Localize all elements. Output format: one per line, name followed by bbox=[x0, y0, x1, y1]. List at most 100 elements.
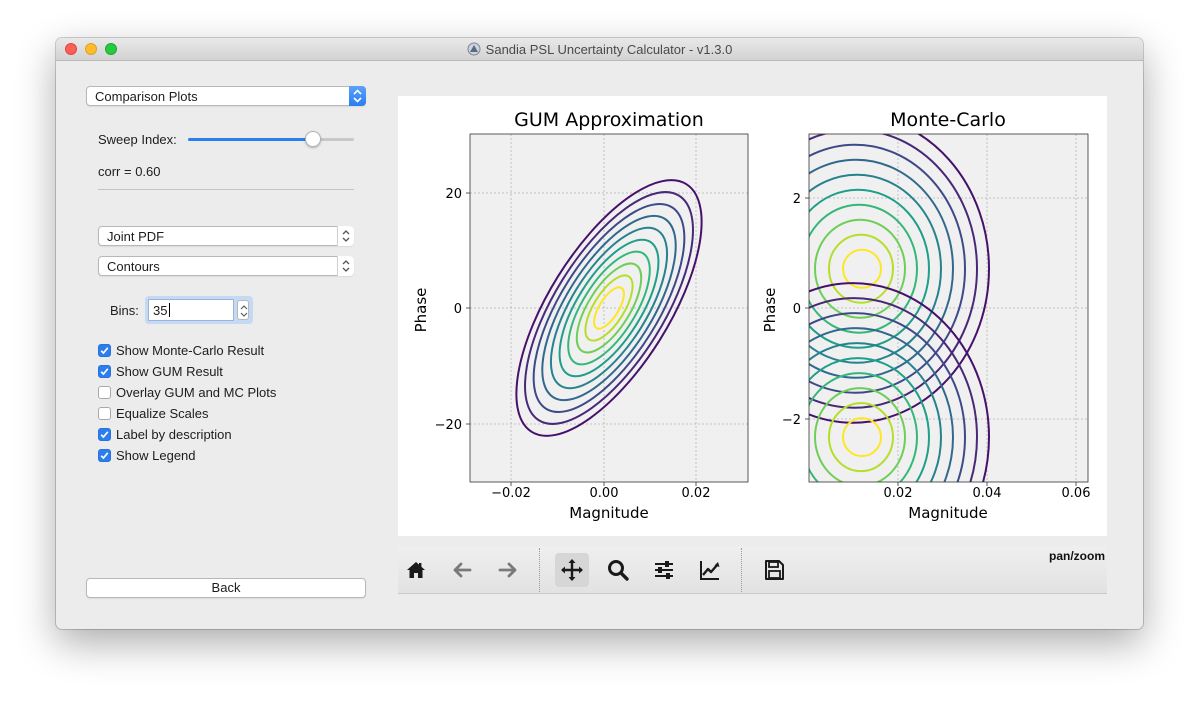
toolbar-separator bbox=[741, 548, 742, 592]
contour-line bbox=[809, 134, 990, 424]
save-figure-button[interactable] bbox=[757, 553, 791, 587]
back-button[interactable]: Back bbox=[86, 578, 366, 598]
contour-line bbox=[809, 134, 978, 409]
pan-icon bbox=[561, 559, 583, 581]
view-select-value: Comparison Plots bbox=[95, 89, 198, 104]
plot-style-select[interactable]: Contours bbox=[98, 256, 354, 276]
gum-ytick-label: 0 bbox=[454, 302, 462, 317]
contour-line bbox=[593, 286, 625, 330]
gum-xlabel: Magnitude bbox=[569, 504, 648, 522]
zoom-icon bbox=[608, 560, 629, 581]
edit-axes-button[interactable] bbox=[693, 553, 727, 587]
bins-input[interactable]: 35 bbox=[148, 299, 234, 321]
mc-xtick-label: 0.04 bbox=[973, 486, 1002, 501]
mc-contours bbox=[809, 134, 990, 482]
contour-line bbox=[809, 188, 930, 349]
forward-view-button[interactable] bbox=[491, 553, 525, 587]
mc-ytick-label: −2 bbox=[782, 413, 801, 428]
gum-contours bbox=[515, 179, 703, 437]
mc-grid bbox=[809, 134, 1088, 482]
view-select[interactable]: Comparison Plots bbox=[86, 86, 366, 106]
contour-line bbox=[809, 203, 918, 334]
title-bar: Sandia PSL Uncertainty Calculator - v1.3… bbox=[56, 38, 1143, 61]
mc-xtick-label: 0.06 bbox=[1062, 486, 1091, 501]
mc-xtick-label: 0.02 bbox=[884, 486, 913, 501]
option-checkbox[interactable] bbox=[98, 365, 111, 378]
contour-line bbox=[814, 218, 906, 319]
option-checkbox[interactable] bbox=[98, 428, 111, 441]
plot-toolbar: pan/zoom bbox=[398, 546, 1107, 594]
contour-line bbox=[532, 202, 686, 414]
toolbar-mode-label: pan/zoom bbox=[1049, 549, 1105, 563]
contour-line bbox=[809, 158, 954, 379]
option-checkbox[interactable] bbox=[98, 344, 111, 357]
subplots-config-icon bbox=[655, 561, 673, 579]
maximize-window-button[interactable] bbox=[105, 43, 117, 55]
gum-xtick-label: −0.02 bbox=[491, 486, 531, 501]
correlation-readout: corr = 0.60 bbox=[98, 164, 161, 179]
bins-value: 35 bbox=[153, 303, 168, 318]
checkmark-icon bbox=[100, 452, 109, 460]
divider bbox=[98, 189, 354, 190]
slider-handle[interactable] bbox=[305, 131, 321, 147]
gum-axes-background bbox=[470, 134, 748, 482]
app-icon bbox=[467, 42, 481, 56]
option-label: Show GUM Result bbox=[116, 364, 223, 379]
select-arrows-icon bbox=[337, 256, 354, 276]
option-label: Label by description bbox=[116, 427, 232, 442]
select-arrows-icon bbox=[349, 86, 366, 106]
minimize-window-button[interactable] bbox=[85, 43, 97, 55]
option-label: Overlay GUM and MC Plots bbox=[116, 385, 277, 400]
contour-line bbox=[809, 173, 942, 364]
contour-line bbox=[558, 238, 660, 378]
gum-ytick-label: −20 bbox=[435, 418, 462, 433]
contour-line bbox=[809, 143, 966, 394]
mc-ticks bbox=[805, 197, 1077, 486]
option-checkbox[interactable] bbox=[98, 386, 111, 399]
zoom-button[interactable] bbox=[601, 553, 635, 587]
pan-button[interactable] bbox=[555, 553, 589, 587]
option-checkbox[interactable] bbox=[98, 449, 111, 462]
home-icon bbox=[407, 562, 425, 578]
gum-title: GUM Approximation bbox=[514, 109, 704, 131]
option-label: Show Legend bbox=[116, 448, 196, 463]
checkmark-icon bbox=[100, 431, 109, 439]
gum-grid bbox=[470, 134, 748, 482]
contour-line bbox=[524, 191, 694, 425]
plot-type-select[interactable]: Joint PDF bbox=[98, 226, 354, 246]
contour-line bbox=[575, 262, 643, 354]
contour-line bbox=[809, 357, 930, 482]
contour-line bbox=[809, 282, 990, 482]
contour-line bbox=[828, 402, 894, 473]
plot-canvas[interactable]: GUM Approximation −0.02 0.00 0.02 20 0 −… bbox=[398, 96, 1107, 536]
contour-line bbox=[842, 417, 882, 458]
contour-line bbox=[809, 372, 918, 482]
back-arrow-icon bbox=[453, 562, 472, 578]
home-button[interactable] bbox=[399, 553, 433, 587]
mc-ytick-label: 2 bbox=[793, 192, 801, 207]
option-checkbox[interactable] bbox=[98, 407, 111, 420]
close-window-button[interactable] bbox=[65, 43, 77, 55]
gum-ylabel: Phase bbox=[412, 288, 430, 333]
option-label: Equalize Scales bbox=[116, 406, 209, 421]
checkmark-icon bbox=[100, 347, 109, 355]
bins-stepper[interactable] bbox=[237, 300, 249, 320]
gum-ytick-label: 20 bbox=[445, 187, 462, 202]
back-view-button[interactable] bbox=[445, 553, 479, 587]
gum-xtick-label: 0.00 bbox=[590, 486, 619, 501]
toolbar-separator bbox=[539, 548, 540, 592]
sweep-index-slider[interactable] bbox=[188, 131, 354, 149]
app-window: Sandia PSL Uncertainty Calculator - v1.3… bbox=[56, 38, 1143, 629]
contour-line bbox=[515, 179, 703, 437]
bins-label: Bins: bbox=[110, 303, 139, 318]
contour-line bbox=[567, 250, 651, 366]
save-icon bbox=[765, 560, 784, 580]
text-cursor bbox=[169, 303, 170, 317]
forward-arrow-icon bbox=[498, 562, 517, 578]
sweep-index-label: Sweep Index: bbox=[98, 132, 177, 147]
bins-spinbox[interactable]: 35 bbox=[145, 296, 253, 324]
contour-line bbox=[842, 248, 882, 289]
subplots-config-button[interactable] bbox=[647, 553, 681, 587]
contour-line bbox=[809, 312, 966, 482]
contour-line bbox=[828, 233, 894, 304]
